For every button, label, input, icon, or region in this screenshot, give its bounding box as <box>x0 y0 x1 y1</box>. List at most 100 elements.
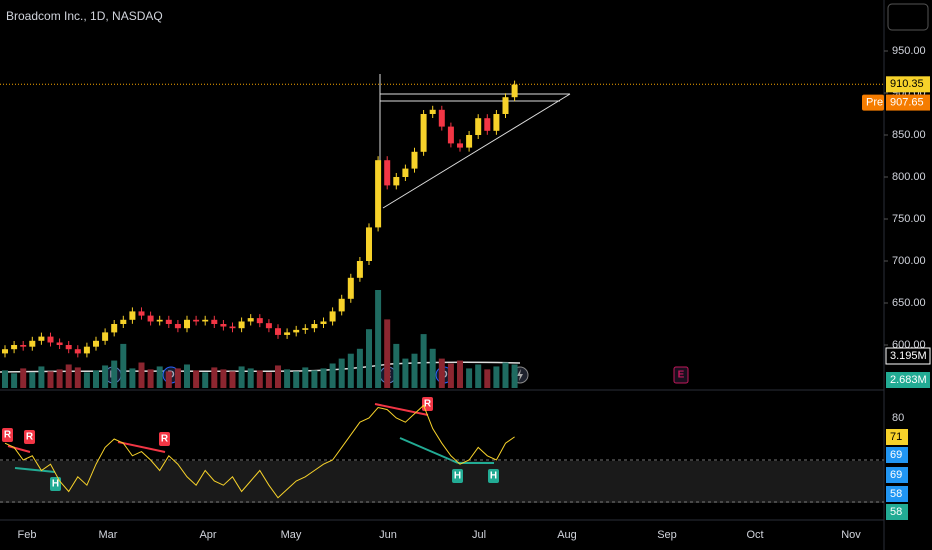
volume-bar <box>311 370 318 388</box>
candle-body <box>302 328 309 330</box>
candle-body <box>102 332 109 341</box>
volume-label: 2.683M <box>890 374 927 386</box>
candle-body <box>184 319 190 329</box>
rsi-readout: 58 <box>890 506 902 518</box>
candle-body <box>83 346 90 354</box>
volume-bar <box>466 368 473 388</box>
candle-body <box>347 277 354 299</box>
triangle-line <box>382 93 571 209</box>
pre-price: 907.65 <box>890 96 924 108</box>
candle-body <box>74 349 81 354</box>
candle-body <box>311 324 318 329</box>
x-tick-label: Jul <box>472 529 486 541</box>
pre-price-bg <box>886 94 930 111</box>
y-tick-label: 750.00 <box>892 213 926 225</box>
volume-bar <box>265 372 272 388</box>
candle-body <box>38 336 45 341</box>
rsi-readout: 69 <box>890 469 902 481</box>
x-tick-label: Feb <box>18 529 37 541</box>
divergence-tag: R <box>161 434 169 445</box>
candle-body <box>429 109 436 114</box>
candle-body <box>411 151 418 169</box>
y-tick-label: 700.00 <box>892 255 926 267</box>
volume-bar <box>275 365 281 388</box>
divergence-line <box>14 467 56 473</box>
candle-body <box>229 326 236 329</box>
volume-bar <box>38 366 45 388</box>
chart-title: Broadcom Inc., 1D, NASDAQ <box>6 9 163 23</box>
candle-body <box>20 345 27 347</box>
candle-body <box>238 321 245 329</box>
volume-tag-bg <box>886 372 930 388</box>
candle-body <box>366 227 372 261</box>
scale-button[interactable] <box>887 3 929 31</box>
rsi-tag-bg <box>886 429 908 445</box>
event-marker[interactable] <box>673 366 689 384</box>
volume-bar <box>147 369 154 388</box>
volume-bar <box>356 348 363 388</box>
volume-bar <box>402 358 409 388</box>
candle-body <box>93 340 99 347</box>
volume-bar <box>256 370 263 388</box>
volume-bar <box>502 362 509 388</box>
candle-body <box>484 118 491 131</box>
volume-bar <box>329 363 336 388</box>
volume-bar <box>74 367 81 388</box>
candle-body <box>202 319 209 322</box>
volume-bar <box>302 367 309 388</box>
candle-body <box>393 177 400 186</box>
tag-bg <box>24 430 35 444</box>
volume-bar <box>284 369 291 388</box>
volume-bar <box>293 371 300 388</box>
volume-bar <box>2 370 8 388</box>
volume-bar <box>138 362 145 388</box>
volume-bar <box>393 343 400 388</box>
divergence-line <box>7 445 31 453</box>
volume-bar <box>447 363 454 388</box>
candle-body <box>511 84 518 98</box>
y-tick-label: 850.00 <box>892 129 926 141</box>
candle-body <box>56 342 63 345</box>
tag-bg <box>2 428 13 442</box>
candle-body <box>438 109 445 127</box>
volume-bar <box>420 334 427 388</box>
divergence-line <box>399 437 459 464</box>
volume-bar <box>366 329 372 388</box>
divergence-tag: H <box>490 471 497 482</box>
volume-bar <box>429 348 436 388</box>
candle-body <box>375 160 382 228</box>
candle-body <box>2 349 8 354</box>
volume-bar <box>202 372 209 388</box>
candle-body <box>475 118 482 135</box>
volume-bar <box>47 371 54 388</box>
x-tick-label: Mar <box>99 529 118 541</box>
volume-label: 3.195M <box>890 350 927 362</box>
candle-body <box>220 324 227 327</box>
tag-bg <box>488 469 499 483</box>
candle-body <box>247 318 254 322</box>
last-price: 910.35 <box>890 78 924 90</box>
pre-tag: Pre <box>866 96 883 108</box>
volume-bar <box>102 365 109 388</box>
volume-bar <box>511 364 518 388</box>
tag-bg <box>159 432 170 446</box>
candle-body <box>111 324 118 333</box>
candle-body <box>338 298 345 312</box>
volume-bar <box>475 364 482 388</box>
divergence-tags: R R R R H H H <box>2 397 499 491</box>
candle-body <box>11 345 18 350</box>
candle-body <box>457 143 463 148</box>
candle-body <box>156 319 163 322</box>
candle-body <box>502 97 509 114</box>
rsi-band <box>0 461 884 503</box>
divergence-line <box>374 403 429 416</box>
price-tag-bg <box>886 76 930 93</box>
x-tick-label: Apr <box>199 529 216 541</box>
divergence-tag: R <box>424 399 432 410</box>
candle-body <box>65 345 72 350</box>
volume-bar <box>375 290 382 388</box>
candle-body <box>402 168 409 177</box>
volume-bar <box>238 366 245 388</box>
candle-body <box>147 315 154 322</box>
rsi-tag-bg <box>886 504 908 520</box>
